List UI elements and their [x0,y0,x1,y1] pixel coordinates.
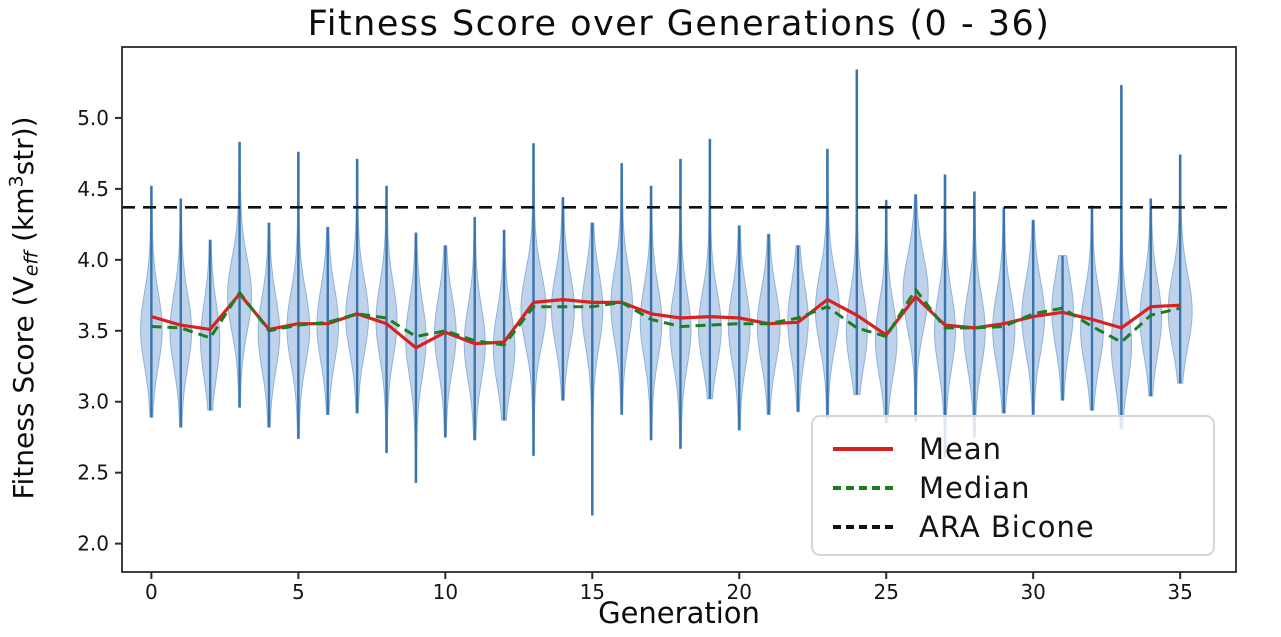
x-axis-label: Generation [598,596,760,630]
median-line [151,288,1181,347]
median-line-swatch-icon [833,485,893,490]
y-tick-label-4.5: 4.5 [77,177,109,201]
legend: Mean Median ARA Bicone [811,415,1215,556]
y-axis-label-mid: (km [6,187,40,251]
chart-title: Fitness Score over Generations (0 - 36) [307,4,1051,44]
y-axis-label-sup: 3 [5,175,28,188]
y-axis-label-prefix: Fitness Score (V [6,276,40,500]
y-tick-label-3: 3.0 [77,390,109,414]
x-tick-label-5: 5 [292,580,305,604]
x-tick-label-20: 20 [727,580,752,604]
y-axis-label-sub: eff [20,250,43,277]
y-axis-label: Fitness Score (Veff (km3str)) [5,116,42,499]
y-tick-label-2: 2.0 [77,532,109,556]
x-tick-label-25: 25 [873,580,898,604]
ara-bicone-line-swatch-icon [833,524,893,529]
y-tick-label-2.5: 2.5 [77,461,109,485]
plot-border [121,46,1237,573]
mean-line-swatch-icon [833,446,893,451]
legend-label-ara-bicone: ARA Bicone [919,509,1095,544]
legend-label-median: Median [919,470,1031,505]
legend-item-median: Median [833,468,1213,507]
y-axis-label-suffix: str)) [6,116,40,176]
x-tick-label-35: 35 [1167,580,1192,604]
y-tick-label-5: 5.0 [77,106,109,130]
y-tick-label-3.5: 3.5 [77,319,109,343]
x-tick-label-30: 30 [1020,580,1045,604]
legend-item-ara-bicone: ARA Bicone [833,507,1213,546]
x-tick-label-0: 0 [145,580,158,604]
y-tick-label-4: 4.0 [77,248,109,272]
legend-item-mean: Mean [833,429,1213,468]
x-tick-label-15: 15 [580,580,605,604]
legend-label-mean: Mean [919,431,1003,466]
x-tick-label-10: 10 [433,580,458,604]
